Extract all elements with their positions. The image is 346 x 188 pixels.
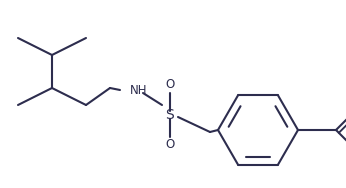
Text: S: S xyxy=(166,108,174,122)
Text: O: O xyxy=(165,79,175,92)
Text: O: O xyxy=(165,139,175,152)
Text: NH: NH xyxy=(130,84,147,98)
